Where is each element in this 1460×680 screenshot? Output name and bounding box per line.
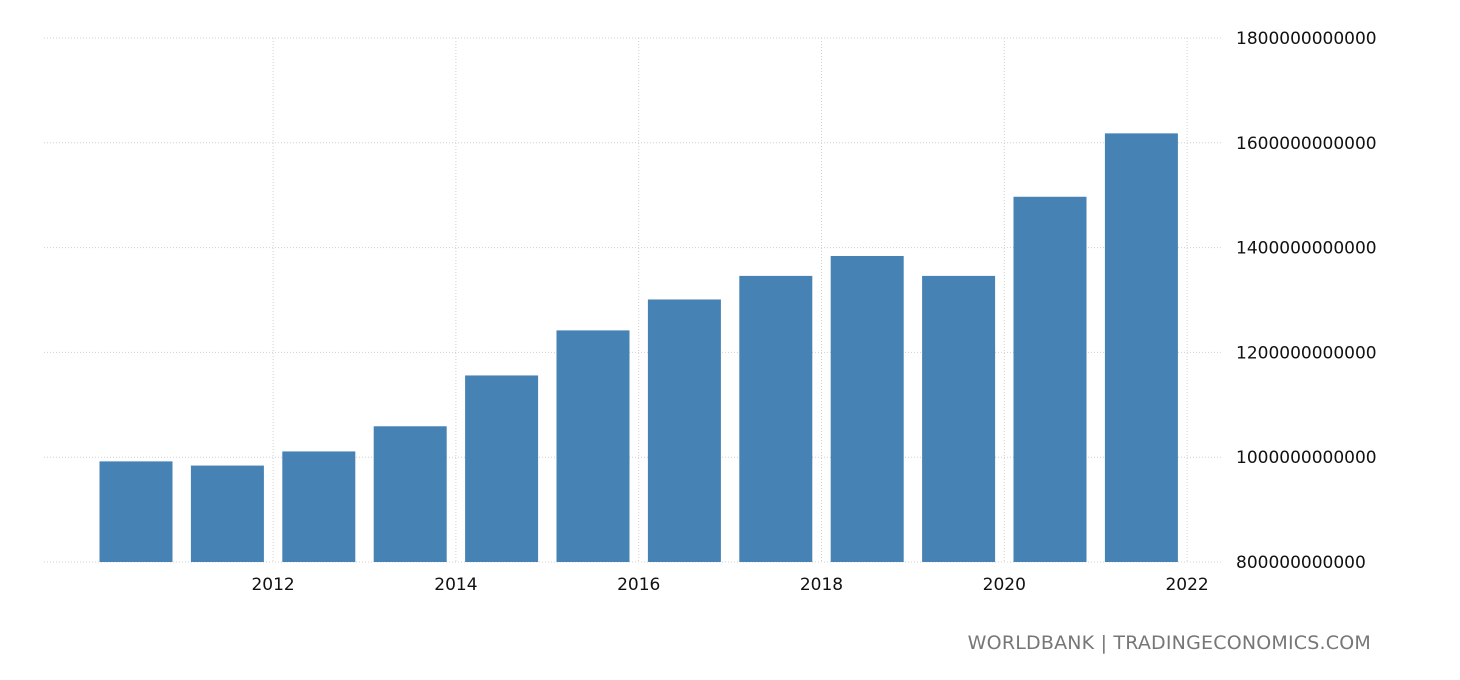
bar-2011 <box>99 461 173 562</box>
bar-2021 <box>1013 196 1087 562</box>
y-tick-label: 800000000000 <box>1236 553 1366 573</box>
bar-2014 <box>373 426 447 562</box>
y-axis-tick-labels: 800000000000 1000000000000 1200000000000 14… <box>1236 29 1377 573</box>
bar-2019 <box>830 255 904 562</box>
y-tick-label: 1600000000000 <box>1236 134 1377 154</box>
bar-2015 <box>465 375 539 562</box>
y-tick-label: 1000000000000 <box>1236 448 1377 468</box>
bar-2020 <box>922 275 996 562</box>
x-tick-label: 2018 <box>800 575 843 595</box>
y-tick-label: 1200000000000 <box>1236 343 1377 363</box>
x-tick-label: 2022 <box>1165 575 1208 595</box>
x-axis-tick-labels: 2012 2014 2016 2018 2020 2022 <box>251 575 1208 595</box>
x-tick-label: 2016 <box>617 575 660 595</box>
source-credit: WORLDBANK | TRADINGECONOMICS.COM <box>967 632 1371 654</box>
x-tick-label: 2012 <box>251 575 294 595</box>
bar-2013 <box>282 451 356 562</box>
bar-2018 <box>739 275 813 562</box>
x-tick-label: 2020 <box>983 575 1026 595</box>
y-tick-label: 1800000000000 <box>1236 29 1377 49</box>
bars <box>99 133 1178 563</box>
bar-2022 <box>1104 133 1178 563</box>
bar-2016 <box>556 330 630 562</box>
bar-2012 <box>190 465 264 562</box>
y-tick-label: 1400000000000 <box>1236 239 1377 259</box>
bar-2017 <box>647 299 721 562</box>
x-tick-label: 2014 <box>434 575 477 595</box>
